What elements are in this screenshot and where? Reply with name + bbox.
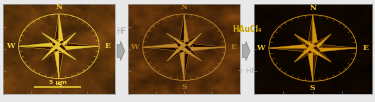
Polygon shape [294, 48, 316, 62]
Text: W: W [256, 44, 264, 52]
Polygon shape [184, 14, 189, 47]
Polygon shape [310, 34, 332, 48]
FancyArrow shape [117, 41, 124, 61]
Polygon shape [313, 34, 332, 50]
Polygon shape [184, 45, 202, 61]
Polygon shape [179, 47, 184, 80]
Polygon shape [59, 46, 64, 79]
Text: S: S [310, 84, 315, 92]
Polygon shape [59, 33, 76, 49]
Polygon shape [166, 45, 184, 61]
Polygon shape [269, 44, 313, 48]
Polygon shape [19, 42, 59, 46]
Polygon shape [56, 33, 76, 46]
Text: HAuCl₄: HAuCl₄ [232, 25, 261, 34]
Polygon shape [181, 47, 202, 61]
Polygon shape [294, 34, 313, 50]
FancyArrow shape [242, 41, 250, 61]
Text: S: S [56, 81, 62, 89]
Polygon shape [310, 48, 332, 62]
Polygon shape [143, 43, 184, 47]
Text: S: S [182, 83, 187, 91]
Polygon shape [184, 43, 225, 47]
Polygon shape [54, 14, 59, 46]
Polygon shape [313, 48, 318, 81]
Polygon shape [42, 44, 59, 60]
Polygon shape [313, 44, 357, 48]
Polygon shape [313, 48, 357, 52]
Polygon shape [294, 46, 313, 62]
Polygon shape [56, 46, 76, 60]
Polygon shape [313, 46, 332, 62]
Polygon shape [42, 33, 62, 46]
Polygon shape [42, 46, 62, 60]
Text: N: N [56, 3, 62, 12]
Polygon shape [59, 42, 99, 46]
Polygon shape [269, 48, 313, 52]
Polygon shape [181, 33, 202, 47]
Text: E: E [104, 42, 110, 50]
Text: + HF: + HF [238, 68, 255, 74]
Polygon shape [59, 44, 76, 60]
Polygon shape [294, 34, 316, 48]
Polygon shape [166, 33, 187, 47]
Polygon shape [166, 33, 184, 49]
Polygon shape [19, 46, 59, 50]
Polygon shape [184, 47, 189, 80]
Polygon shape [307, 15, 313, 48]
Text: W: W [6, 42, 15, 50]
Text: E: E [362, 44, 368, 52]
Polygon shape [166, 47, 187, 61]
Polygon shape [59, 46, 99, 50]
Polygon shape [313, 15, 318, 48]
Text: HF: HF [116, 27, 126, 36]
Text: 5 μm: 5 μm [49, 80, 67, 85]
Polygon shape [143, 47, 184, 52]
Text: E: E [231, 43, 237, 51]
Polygon shape [184, 47, 225, 52]
Text: W: W [130, 43, 139, 51]
Polygon shape [184, 33, 202, 49]
Polygon shape [54, 46, 59, 79]
Polygon shape [59, 14, 64, 46]
Polygon shape [307, 48, 313, 81]
Polygon shape [179, 14, 184, 47]
Polygon shape [42, 33, 59, 49]
Text: N: N [181, 3, 188, 11]
Text: N: N [309, 4, 316, 12]
